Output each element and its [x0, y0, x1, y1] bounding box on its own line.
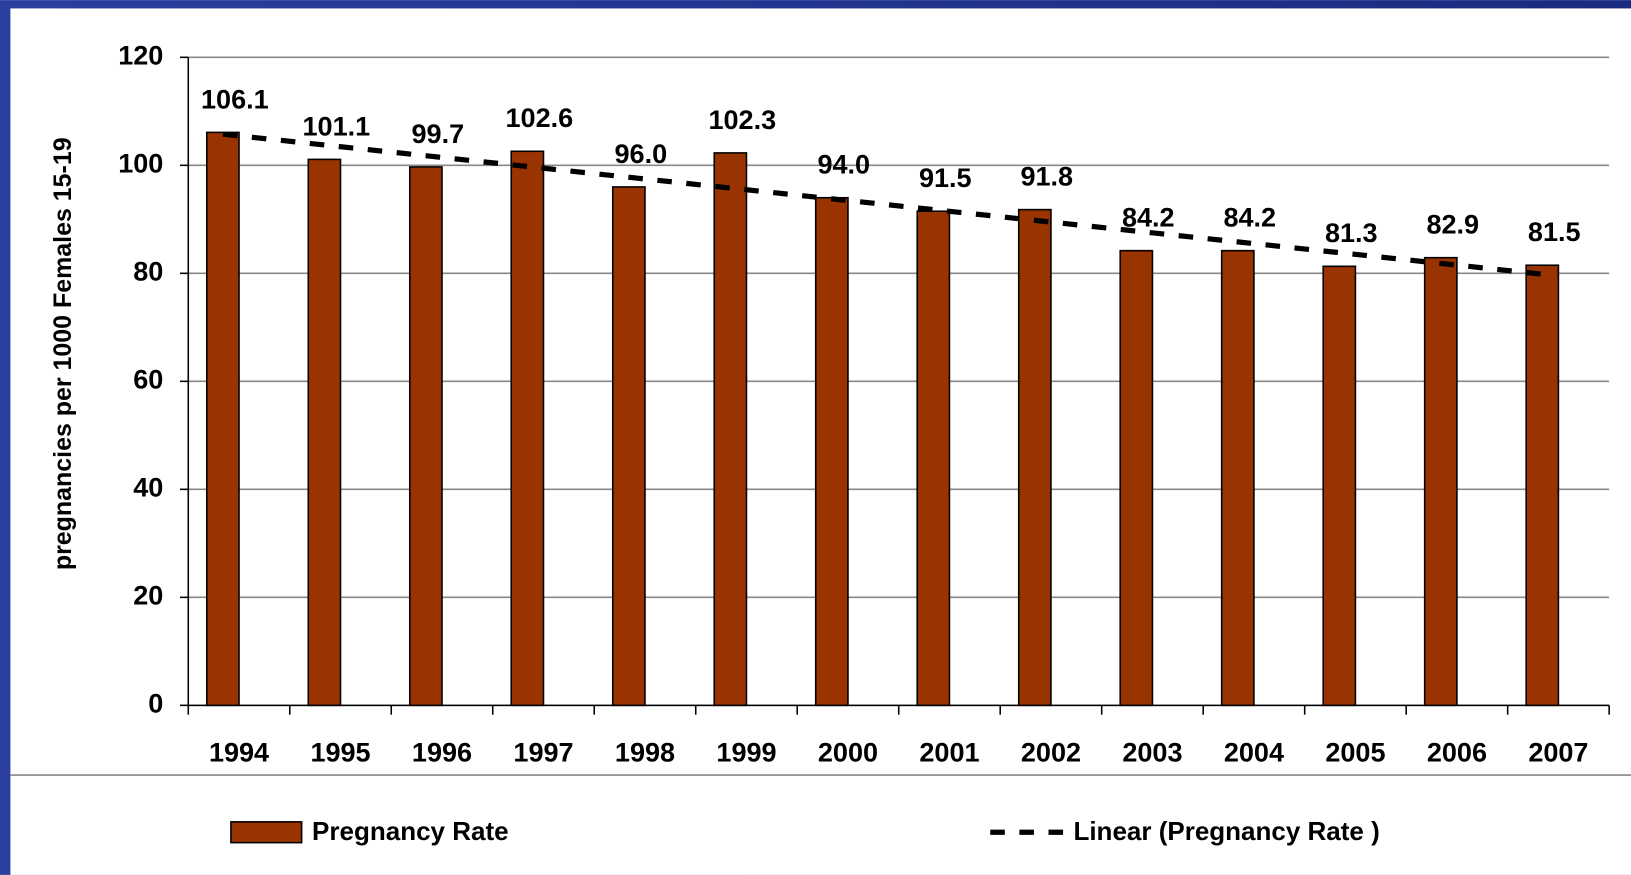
x-tick-label: 1995: [310, 737, 370, 767]
data-label: 84.2: [1122, 203, 1175, 233]
bar: [510, 150, 545, 707]
bar: [713, 152, 748, 707]
bar: [205, 131, 240, 707]
legend-label: Pregnancy Rate: [312, 816, 509, 846]
data-label: 101.1: [303, 111, 371, 141]
bar: [814, 196, 849, 707]
data-label: 94.0: [817, 150, 870, 180]
bar: [1017, 208, 1052, 707]
y-tick-label: 100: [118, 148, 163, 178]
x-tick-label: 2003: [1122, 737, 1182, 767]
data-label: 91.8: [1020, 162, 1073, 192]
x-tick-label: 1999: [716, 737, 776, 767]
y-tick-label: 20: [133, 580, 163, 610]
data-label: 91.5: [919, 163, 972, 193]
data-label: 99.7: [412, 119, 465, 149]
bar: [1525, 264, 1560, 707]
x-tick-label: 2004: [1224, 737, 1284, 767]
data-label: 96.0: [615, 139, 668, 169]
x-tick-label: 2007: [1528, 737, 1588, 767]
x-tick-label: 1996: [412, 737, 472, 767]
y-tick-label: 40: [133, 472, 163, 502]
x-tick-label: 1998: [615, 737, 675, 767]
y-tick-label: 0: [148, 688, 163, 718]
y-axis-label: pregnancies per 1000 Females 15-19: [49, 137, 77, 570]
bar: [408, 166, 443, 707]
legend-label: Linear (Pregnancy Rate ): [1073, 816, 1379, 846]
x-tick-label: 2001: [919, 737, 979, 767]
data-label: 81.5: [1528, 217, 1581, 247]
x-tick-label: 2002: [1021, 737, 1081, 767]
data-label: 81.3: [1325, 218, 1378, 248]
x-tick-label: 1994: [209, 737, 269, 767]
x-tick-label: 1997: [513, 737, 573, 767]
data-label: 84.2: [1223, 203, 1276, 233]
bar: [916, 210, 951, 707]
x-tick-label: 2006: [1427, 737, 1487, 767]
bar: [307, 158, 342, 707]
bar: [1119, 249, 1154, 707]
bar: [1423, 256, 1458, 707]
y-tick-label: 80: [133, 256, 163, 286]
x-tick-label: 2000: [818, 737, 878, 767]
data-label: 82.9: [1426, 210, 1479, 240]
bar: [611, 186, 646, 707]
data-label: 106.1: [201, 84, 269, 114]
bar: [1220, 249, 1255, 707]
bar: [1322, 265, 1357, 707]
x-tick-label: 2005: [1325, 737, 1385, 767]
y-tick-label: 60: [133, 364, 163, 394]
data-label: 102.3: [708, 105, 776, 135]
legend-swatch: [230, 821, 303, 844]
data-label: 102.6: [506, 103, 574, 133]
y-tick-label: 120: [118, 40, 163, 70]
